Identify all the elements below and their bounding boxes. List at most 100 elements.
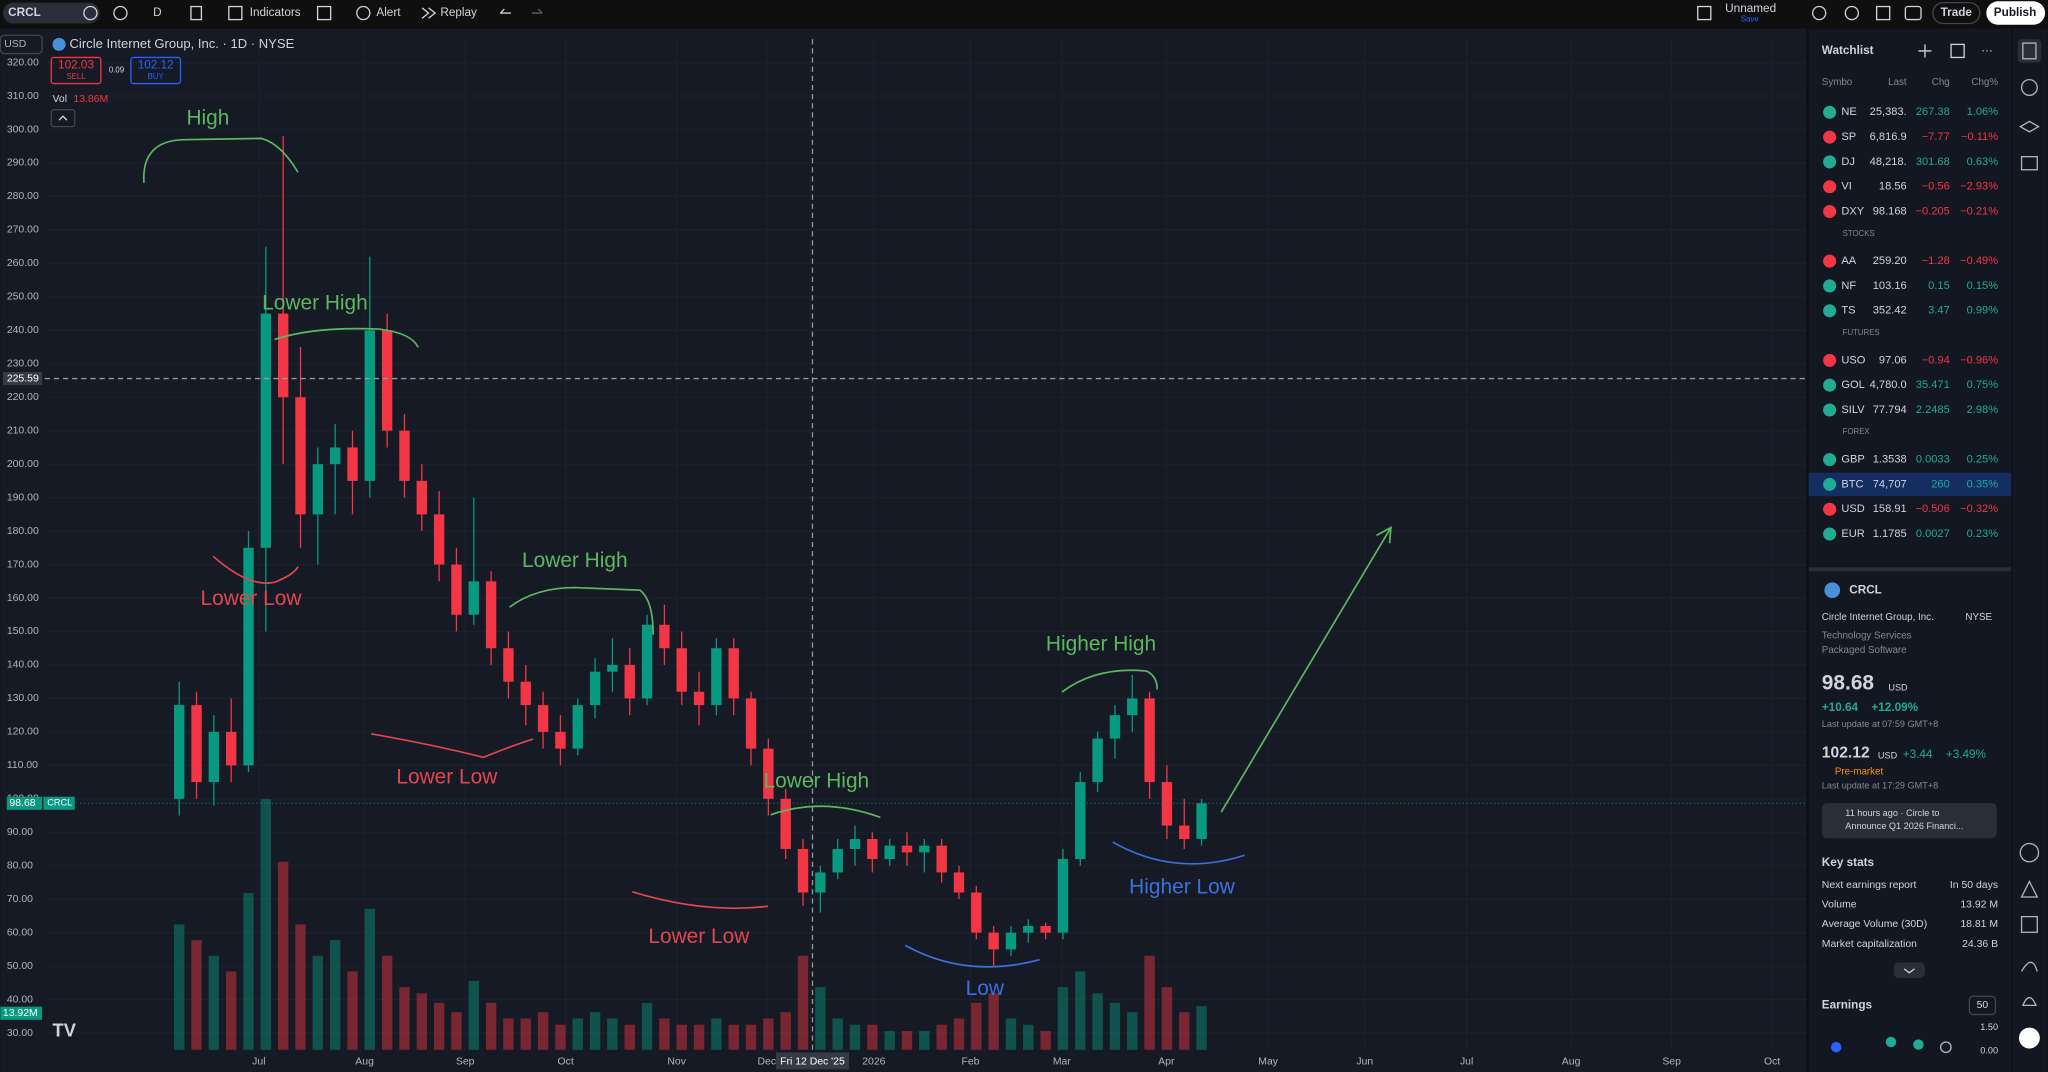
row-chg[interactable]: 260 [1931, 478, 1949, 490]
row-last[interactable]: 1.1785 [1873, 528, 1907, 540]
row-symbol[interactable]: NE [1841, 106, 1856, 118]
row-last[interactable]: 77.794 [1873, 404, 1907, 416]
more-icon[interactable]: ··· [1981, 44, 1993, 57]
watchlist-icon[interactable] [2022, 42, 2037, 60]
detail-industry[interactable]: Packaged Software [1822, 645, 1907, 656]
apps-tab[interactable] [2018, 1027, 2040, 1049]
annotation[interactable]: High [186, 106, 229, 129]
news-line[interactable]: Announce Q1 2026 Financi... [1845, 821, 1963, 831]
alert-button[interactable]: Alert [376, 6, 401, 19]
row-last[interactable]: 158.91 [1873, 503, 1907, 515]
indicators-icon[interactable] [228, 5, 243, 21]
row-chg[interactable]: 35.471 [1916, 379, 1950, 391]
row-chgp[interactable]: −0.32% [1960, 503, 1998, 515]
row-symbol[interactable]: DJ [1841, 156, 1855, 168]
column-header[interactable]: Chg [1932, 77, 1950, 88]
section-label[interactable]: STOCKS [1843, 229, 1875, 238]
annotation[interactable]: Higher High [1046, 633, 1156, 656]
row-chgp[interactable]: 1.06% [1967, 106, 1999, 118]
row-chgp[interactable]: 0.23% [1967, 528, 1999, 540]
row-symbol[interactable]: AA [1841, 255, 1856, 267]
row-chgp[interactable]: 0.15% [1967, 280, 1999, 292]
alerts-icon[interactable] [1812, 5, 1827, 21]
column-header[interactable]: Chg% [1971, 77, 1998, 88]
column-header[interactable]: Symbo [1822, 77, 1853, 88]
row-symbol[interactable]: SILV [1841, 404, 1865, 416]
row-chgp[interactable]: −0.49% [1960, 255, 1998, 267]
row-chg[interactable]: 3.47 [1928, 305, 1950, 317]
detail-sector[interactable]: Technology Services [1822, 630, 1912, 641]
indicators-button[interactable]: Indicators [250, 6, 301, 19]
advanced-view-icon[interactable] [1950, 43, 1965, 59]
row-symbol[interactable]: GBP [1841, 454, 1864, 466]
publish-button[interactable] [1986, 1, 2046, 25]
redo-icon[interactable] [531, 8, 543, 14]
row-chgp[interactable]: 0.25% [1967, 454, 1999, 466]
templates-icon[interactable] [316, 5, 332, 21]
sell-price[interactable]: 102.03 [58, 58, 94, 71]
settings-icon[interactable] [1844, 5, 1860, 21]
annotation[interactable]: Lower High [764, 770, 870, 793]
row-last[interactable]: 4,780.0 [1870, 379, 1907, 391]
row-symbol[interactable]: USO [1841, 354, 1865, 366]
news-line[interactable]: 11 hours ago · Circle to [1845, 808, 1939, 818]
section-label[interactable]: FOREX [1843, 427, 1871, 436]
toolbar-symbol[interactable]: CRCL [8, 6, 41, 19]
row-chgp[interactable]: 0.35% [1967, 478, 1999, 490]
watch-icon[interactable] [83, 5, 98, 21]
sell-button[interactable] [50, 56, 102, 85]
target-tab[interactable] [2019, 842, 2040, 863]
row-chgp[interactable]: 0.75% [1967, 379, 1999, 391]
row-last[interactable]: 25,383. [1870, 106, 1907, 118]
sell-label[interactable]: SELL [66, 72, 86, 81]
row-symbol[interactable]: EUR [1841, 528, 1864, 540]
collapse-icon[interactable] [58, 115, 68, 121]
publish-label[interactable]: Publish [1994, 6, 2036, 19]
expand-icon[interactable] [1903, 968, 1915, 974]
row-chg[interactable]: 0.0027 [1916, 528, 1950, 540]
row-chg[interactable]: 0.0033 [1916, 454, 1950, 466]
row-last[interactable]: 1.3538 [1873, 454, 1907, 466]
streams-tab[interactable] [2021, 961, 2038, 972]
currency[interactable]: USD [4, 39, 26, 50]
interval[interactable]: D [153, 6, 162, 19]
annotation[interactable]: Higher Low [1129, 875, 1236, 898]
news-card[interactable] [1821, 803, 1997, 839]
row-chg[interactable]: 301.68 [1916, 156, 1950, 168]
chart-type-icon[interactable] [190, 5, 203, 21]
row-symbol[interactable]: DXY [1841, 205, 1864, 217]
row-last[interactable]: 18.56 [1879, 181, 1907, 193]
row-chg[interactable]: 0.15 [1928, 280, 1950, 292]
row-chgp[interactable]: −0.21% [1960, 205, 1998, 217]
fullscreen-icon[interactable] [1875, 5, 1891, 21]
layout-name[interactable]: Unnamed [1725, 2, 1776, 15]
row-symbol[interactable]: TS [1841, 305, 1855, 317]
column-header[interactable]: Last [1888, 77, 1907, 88]
trade-button[interactable] [1932, 1, 1981, 25]
annotation[interactable]: Low [966, 977, 1005, 1000]
replay-icon[interactable] [421, 7, 437, 19]
alerts-tab[interactable] [2020, 78, 2038, 96]
annotation[interactable]: Lower High [522, 549, 628, 572]
row-chg[interactable]: 2.2485 [1916, 404, 1950, 416]
expand-button[interactable] [1893, 962, 1925, 978]
annotation[interactable]: Lower Low [396, 766, 498, 789]
row-chg[interactable]: −0.506 [1916, 503, 1950, 515]
row-chg[interactable]: −7.77 [1922, 131, 1950, 143]
save-status[interactable]: Save [1741, 15, 1759, 24]
annotation[interactable]: Lower Low [648, 925, 750, 948]
row-last[interactable]: 259.20 [1873, 255, 1907, 267]
replay-button[interactable]: Replay [440, 6, 477, 19]
trade-label[interactable]: Trade [1941, 6, 1973, 19]
notifications-tab[interactable] [2021, 996, 2037, 1007]
row-last[interactable]: 98.168 [1873, 205, 1907, 217]
currency-box[interactable] [0, 34, 43, 55]
add-icon[interactable] [113, 5, 128, 21]
undo-icon[interactable] [499, 8, 511, 14]
watchlist-title[interactable]: Watchlist [1822, 44, 1874, 57]
buy-button[interactable] [130, 56, 182, 85]
buy-label[interactable]: BUY [148, 72, 165, 81]
row-chg[interactable]: −0.94 [1922, 354, 1950, 366]
add-symbol-icon[interactable] [1918, 44, 1932, 58]
row-chgp[interactable]: 0.99% [1967, 305, 1999, 317]
